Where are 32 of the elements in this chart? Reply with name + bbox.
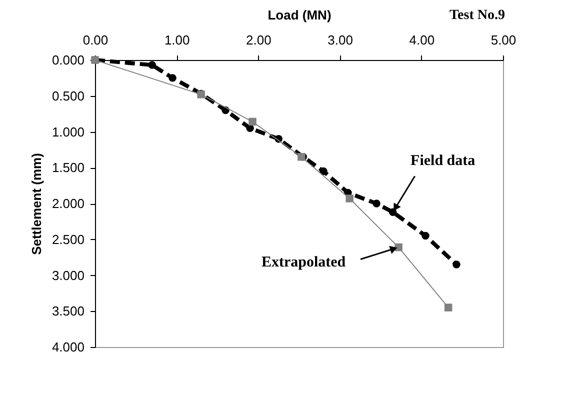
x-tick-label: 4.00 [409,32,435,48]
annotation: Field data [410,153,476,170]
x-tick-label: 2.00 [246,32,272,48]
y-tick-label: 4.000 [52,340,84,354]
y-tick-label: 1.500 [52,160,84,176]
point [452,260,460,268]
y-tick-label: 2.000 [52,196,84,211]
point [246,124,254,132]
point [422,232,430,240]
point [168,74,176,82]
point [320,167,328,176]
y-tick-label: 3.000 [52,268,84,283]
x-tick-label: 3.00 [328,32,353,48]
annotation: Extrapolated [261,254,346,270]
x-axis-title: Load (MN) [268,8,332,22]
y-tick-label: 0.000 [52,52,84,68]
y-axis-title: Settlement (mm) [28,153,44,255]
x-tick-label: 0.00 [82,32,108,48]
point [148,61,156,69]
point [248,118,256,126]
text: Test No.9 [450,8,505,23]
x-tick-label: 5.00 [490,32,516,48]
y-tick-label: 2.500 [52,232,84,247]
x-tick-label: 1.00 [164,32,190,48]
y-tick-label: 1.000 [52,124,84,140]
point [388,208,397,216]
point [444,304,452,312]
point [394,243,402,252]
y-tick-label: 3.500 [52,304,84,319]
point [346,194,354,202]
y-tick-label: 0.500 [52,88,84,104]
point [372,200,380,208]
